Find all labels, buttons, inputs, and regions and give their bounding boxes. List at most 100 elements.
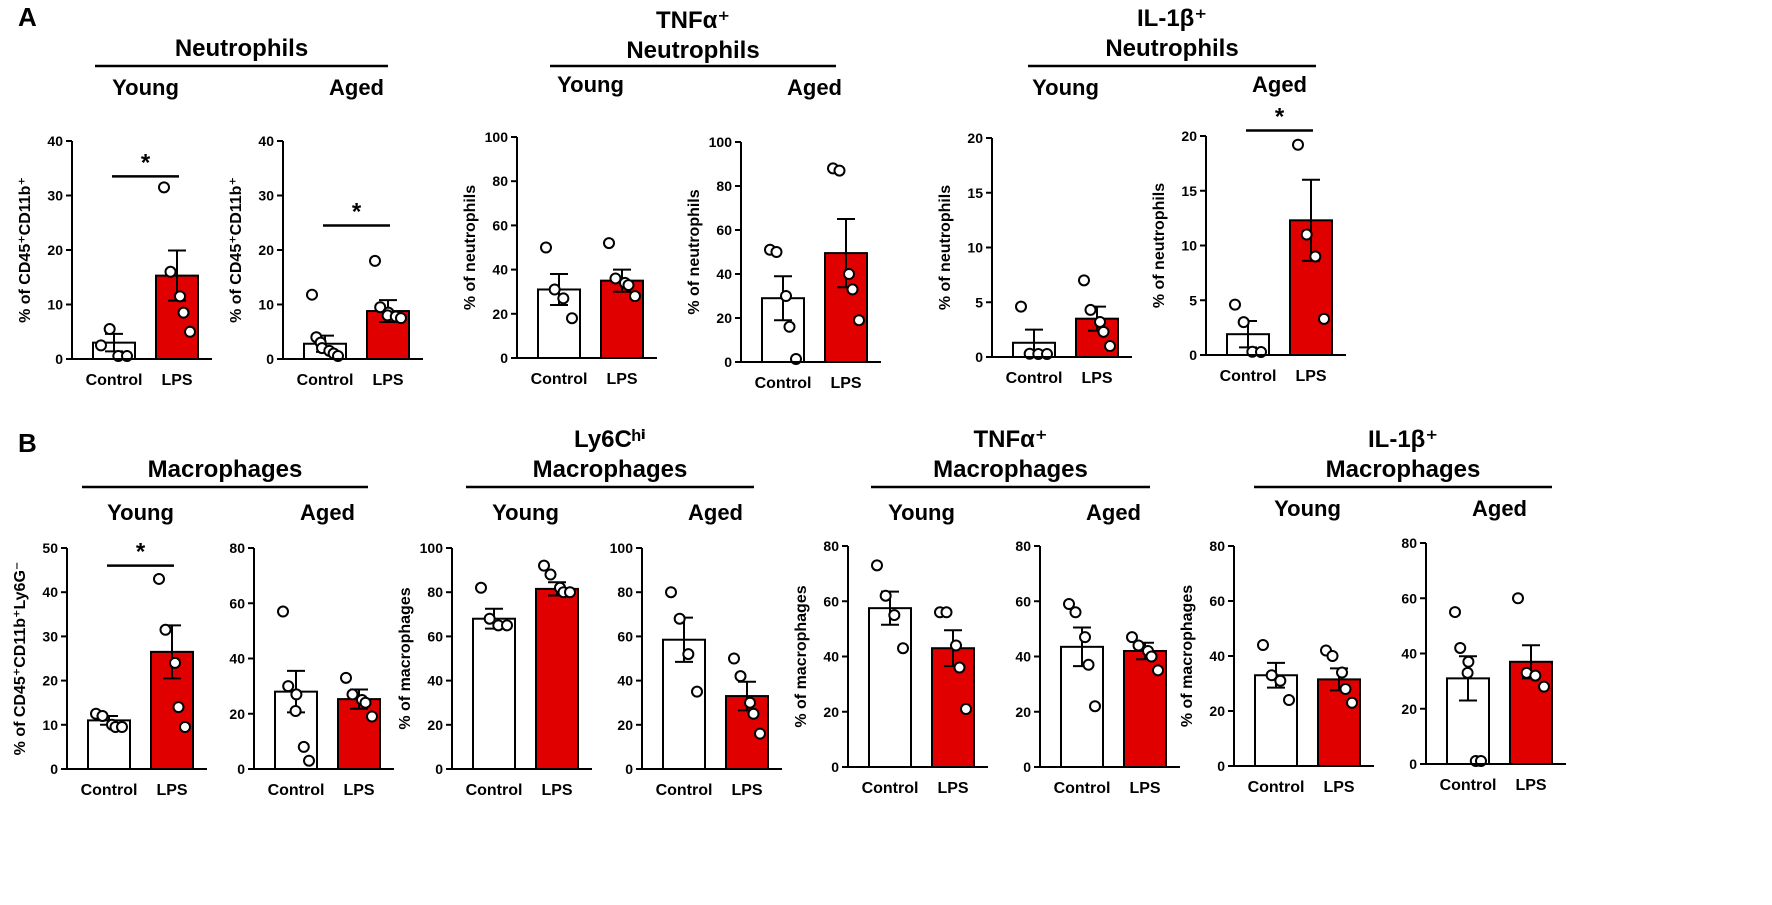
y-tick-label: 100 [610,540,634,556]
y-tick-label: 20 [1401,701,1417,717]
y-tick-label: 60 [492,217,508,233]
y-tick-label: 0 [435,761,443,777]
y-tick-label: 20 [47,242,63,258]
data-point [564,586,576,599]
chart-11: Aged 0 20 40 60 80 Control LPS [1015,500,1180,797]
y-tick-label: 20 [716,310,732,326]
data-point [1126,631,1138,644]
group-title-5-line-0: TNFα⁺ [973,426,1047,453]
y-tick-label: 80 [1401,535,1417,551]
data-point [1082,658,1095,671]
data-point [566,312,578,325]
data-point [1346,696,1358,709]
y-axis-title: % of neutrophils [1151,183,1168,308]
y-tick-label: 20 [967,130,983,146]
x-category-label-lps: LPS [1129,780,1160,797]
x-category-label-lps: LPS [830,375,861,392]
x-category-label-lps: LPS [731,782,762,799]
data-point [754,727,766,740]
y-tick-label: 0 [50,761,58,777]
age-label: Aged [1252,72,1307,97]
data-point [846,283,859,296]
y-tick-label: 60 [1401,590,1417,606]
data-point [366,710,378,723]
data-point [682,648,695,661]
y-axis-title: % of neutrophils [937,185,954,310]
x-category-label-control: Control [81,782,138,799]
group-title-5-line-1: Macrophages [933,456,1088,483]
y-tick-label: 80 [1015,538,1031,554]
y-tick-label: 20 [229,706,245,722]
age-label: Aged [688,500,743,525]
data-point [1283,694,1295,706]
age-label: Aged [1086,500,1141,525]
y-tick-label: 80 [823,538,839,554]
y-tick-label: 60 [716,222,732,238]
y-tick-label: 40 [1401,646,1417,662]
data-point [1454,641,1467,654]
data-point [177,306,190,319]
y-tick-label: 0 [1217,758,1225,774]
data-point [780,290,792,302]
y-tick-label: 80 [716,178,732,194]
data-point [1274,674,1287,687]
data-point [1069,606,1082,619]
chart-13: Aged 0 20 40 60 80 Control LPS [1401,496,1566,794]
data-point [888,609,901,622]
y-tick-label: 20 [1015,704,1031,720]
y-tick-label: 0 [1023,759,1031,775]
data-point [359,696,372,709]
x-category-label-lps: LPS [156,782,187,799]
age-label: Young [557,72,624,97]
data-point [1145,650,1158,663]
y-tick-label: 80 [617,584,633,600]
data-point [277,605,289,618]
y-tick-label: 15 [967,185,983,201]
x-category-label-lps: LPS [161,372,192,389]
data-point [1529,669,1542,682]
y-tick-label: 40 [427,673,443,689]
y-axis-title: % of CD45⁺CD11b⁺ [17,177,34,323]
data-point [603,237,615,250]
y-tick-label: 100 [709,134,733,150]
data-point [897,642,909,655]
y-tick-label: 0 [266,351,274,367]
y-tick-label: 20 [258,242,274,258]
data-point [853,314,865,327]
age-label: Aged [329,75,384,100]
data-point [548,283,561,296]
y-tick-label: 0 [831,759,839,775]
y-axis-title: % of neutrophils [462,185,479,310]
y-tick-label: 0 [975,349,983,365]
data-point [475,581,487,594]
chart-9: Aged 0 20 40 60 80 100 Control LPS [610,500,782,799]
data-point [609,272,622,285]
data-point [673,612,686,625]
bar-control [868,607,912,768]
group-title-6-line-1: Macrophages [1326,456,1481,483]
data-point [629,290,641,303]
x-category-label-lps: LPS [1295,368,1326,385]
y-tick-label: 30 [47,188,63,204]
data-point [770,246,783,258]
data-point [1309,250,1322,263]
x-category-label-control: Control [531,371,588,388]
data-point [1461,666,1474,679]
age-label: Young [1274,496,1341,521]
y-tick-label: 80 [492,173,508,189]
y-tick-label: 80 [427,584,443,600]
age-label: Young [107,500,174,525]
group-title-4-line-0: Ly6Cʰⁱ [574,426,646,453]
y-tick-label: 40 [229,651,245,667]
data-point [1015,300,1027,313]
bar-control [1446,677,1490,765]
data-point [153,572,165,585]
chart-0: Young 0 10 20 30 40 Control LPS % of CD45⁺CD11b⁺… [17,75,212,389]
data-point [501,619,513,632]
group-title-1-line-1: Neutrophils [626,37,759,64]
y-tick-label: 40 [492,262,508,278]
data-point [783,320,796,333]
x-category-label-control: Control [86,372,143,389]
x-category-label-lps: LPS [606,371,637,388]
data-point [164,265,177,278]
